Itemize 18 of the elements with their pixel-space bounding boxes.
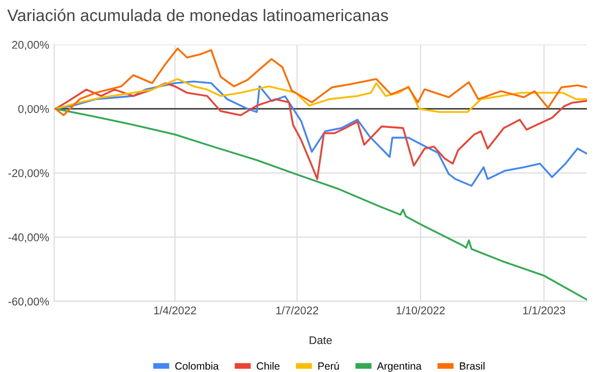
legend-label: Argentina	[377, 362, 422, 372]
legend-label: Colombia	[175, 362, 219, 370]
x-tick-label: 1/7/2022	[276, 306, 318, 314]
legend-label: Chile	[256, 362, 280, 370]
x-tick-label: 1/10/2022	[396, 306, 445, 314]
y-tick-label: -60,00%	[8, 298, 49, 307]
x-tick-label: 1/1/2023	[523, 306, 566, 314]
x-tick-label: 1/4/2022	[154, 306, 196, 314]
line-series	[54, 48, 587, 116]
legend-label: Perú	[318, 362, 339, 370]
legend-label: Brasil	[460, 362, 484, 370]
y-tick-label: 0,00%	[18, 105, 49, 114]
y-tick-label: 20,00%	[12, 40, 49, 50]
y-tick-label: -20,00%	[8, 169, 49, 178]
chart-title: Variación acumulada de monedas latinoamericanas	[7, 8, 388, 22]
x-axis-title: Date	[310, 336, 332, 344]
y-tick-label: -40,00%	[8, 233, 49, 243]
line-series	[54, 78, 587, 113]
